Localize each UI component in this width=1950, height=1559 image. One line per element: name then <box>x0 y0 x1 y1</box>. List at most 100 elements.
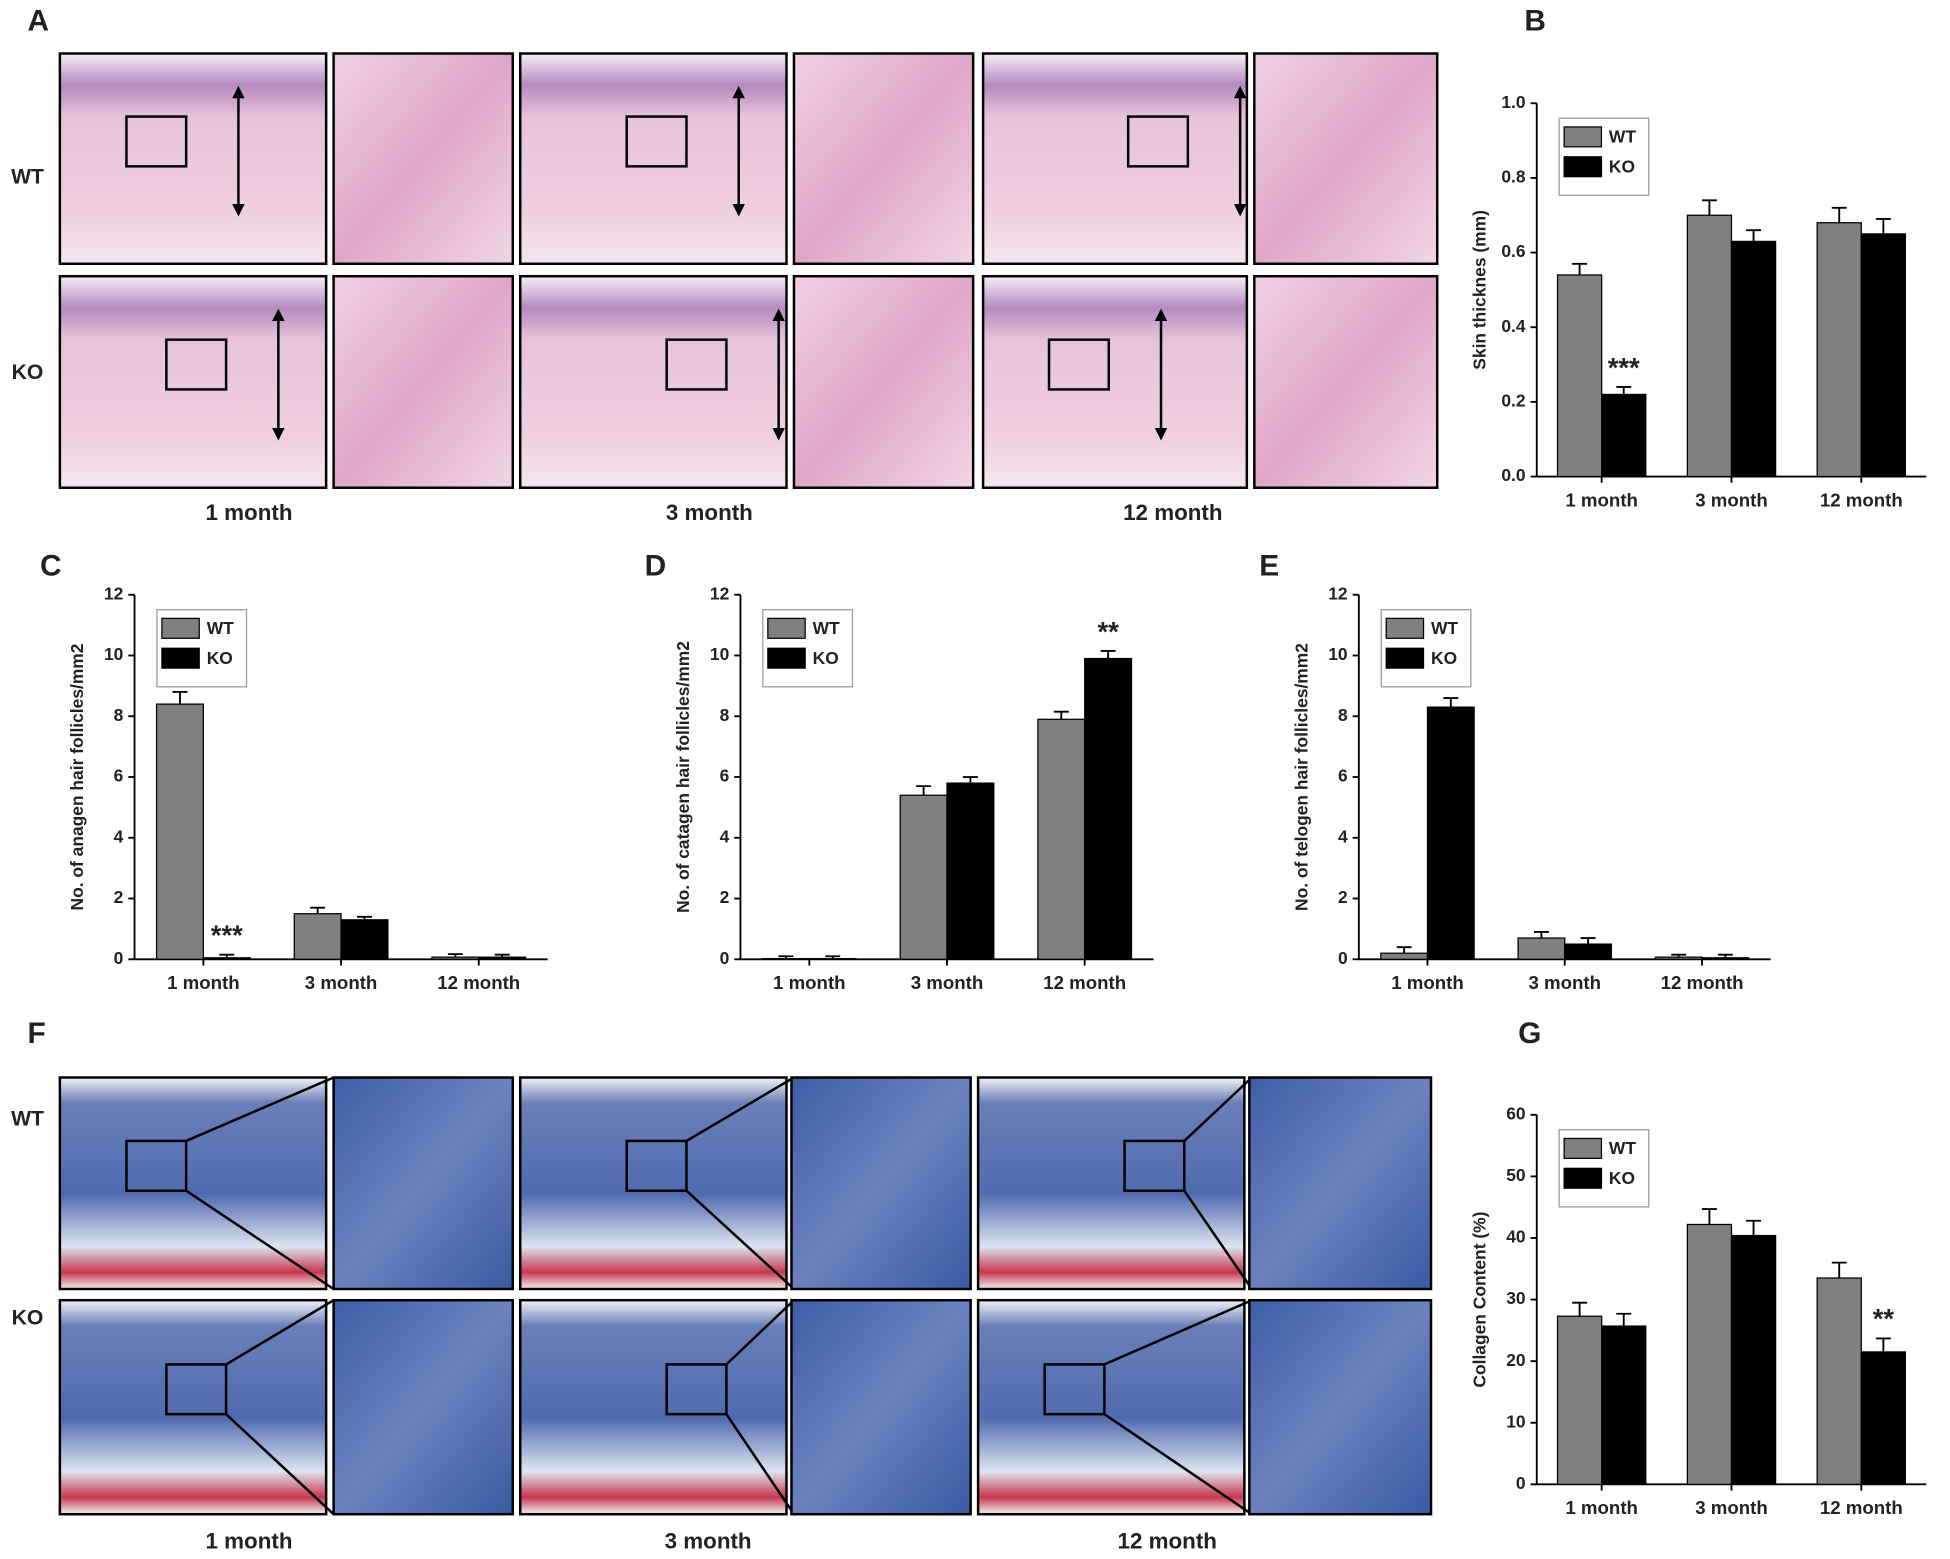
legend-swatch <box>161 647 200 669</box>
y-tick-label: 50 <box>1506 1165 1525 1185</box>
row-label: KO <box>12 1306 44 1329</box>
micrograph <box>518 1076 788 1291</box>
bar <box>431 956 480 960</box>
zoom-box <box>665 1363 728 1416</box>
bar <box>1701 957 1750 960</box>
zoom-box <box>125 115 188 168</box>
zoom-line <box>1103 1299 1253 1366</box>
legend-label: WT <box>1609 1138 1636 1158</box>
error-bar <box>1831 206 1847 223</box>
bar <box>808 958 857 960</box>
error-bar <box>1875 218 1891 234</box>
legend-swatch <box>1563 1167 1603 1189</box>
bar <box>946 782 995 960</box>
error-bar <box>172 691 188 705</box>
micrograph <box>976 1076 1246 1291</box>
error-bar <box>916 785 932 796</box>
y-tick-label: 4 <box>1338 826 1348 846</box>
legend-swatch <box>1385 647 1425 669</box>
row-label: WT <box>11 1107 44 1130</box>
error-bar <box>1831 1261 1847 1279</box>
micrograph <box>58 52 328 266</box>
error-bar <box>825 955 841 959</box>
column-label: 3 month <box>665 1529 752 1554</box>
micrograph <box>981 52 1249 266</box>
zoom-line <box>1183 1076 1253 1142</box>
error-bar <box>1701 1208 1717 1225</box>
error-bar <box>219 953 235 958</box>
zoom-micrograph <box>1248 1298 1433 1516</box>
y-axis-label: No. of catagen hair follicles/mm2 <box>673 641 693 913</box>
error-bar <box>1671 953 1687 958</box>
y-tick-label: 60 <box>1506 1103 1525 1123</box>
panel-label: B <box>1524 4 1546 37</box>
x-tick-label: 1 month <box>1565 489 1638 510</box>
legend-swatch <box>161 617 200 639</box>
y-axis-label: No. of telogen hair follicles/mm2 <box>1291 643 1311 911</box>
bar <box>1686 214 1733 478</box>
bar <box>899 794 948 960</box>
legend-label: KO <box>207 648 233 668</box>
zoom-line <box>185 1076 335 1143</box>
legend-label: KO <box>1609 1168 1635 1188</box>
zoom-line <box>725 1299 795 1366</box>
zoom-line <box>1103 1413 1253 1516</box>
column-label: 1 month <box>205 1529 292 1554</box>
y-tick-label: 10 <box>1328 644 1347 664</box>
x-tick-label: 12 month <box>1043 972 1126 993</box>
zoom-box <box>625 1139 688 1192</box>
zoom-box <box>1043 1363 1106 1416</box>
y-axis-label: Skin thicknes (mm) <box>1469 210 1489 370</box>
y-tick-label: 2 <box>720 887 730 907</box>
bar <box>1816 222 1862 478</box>
y-tick-label: 2 <box>114 887 124 907</box>
error-bar <box>1746 1219 1762 1236</box>
row-label: WT <box>11 166 44 189</box>
panel-label: C <box>40 549 62 582</box>
zoom-box <box>165 338 228 391</box>
zoom-line <box>685 1189 795 1290</box>
x-tick-label: 12 month <box>1820 489 1903 510</box>
y-tick-label: 6 <box>114 766 124 786</box>
bar <box>293 913 342 960</box>
legend-label: WT <box>207 618 234 638</box>
zoom-micrograph <box>1253 274 1439 489</box>
error-bar <box>1701 199 1717 216</box>
error-bar <box>1717 953 1733 958</box>
y-tick-label: 12 <box>1328 583 1347 603</box>
error-bar <box>1580 937 1596 945</box>
legend-swatch <box>1563 156 1603 178</box>
legend-swatch <box>1385 617 1425 639</box>
y-tick-label: 10 <box>710 644 729 664</box>
bar <box>202 957 251 960</box>
y-tick-label: 0 <box>114 948 124 968</box>
bar <box>1730 1234 1777 1485</box>
bar <box>761 958 810 960</box>
bar <box>1084 657 1133 960</box>
zoom-box <box>665 338 728 391</box>
bar <box>1556 274 1603 478</box>
micrograph <box>981 274 1249 489</box>
x-tick-label: 3 month <box>1695 489 1768 510</box>
x-tick-label: 3 month <box>1528 972 1601 993</box>
x-tick-label: 12 month <box>437 972 520 993</box>
x-tick-label: 12 month <box>1820 1497 1903 1518</box>
bar <box>340 919 389 960</box>
zoom-line <box>225 1413 335 1516</box>
zoom-micrograph <box>332 274 515 489</box>
bar <box>1601 393 1647 478</box>
y-tick-label: 12 <box>710 583 729 603</box>
panel-label: F <box>28 1017 46 1050</box>
legend-swatch <box>1563 126 1603 148</box>
legend-label: KO <box>1431 648 1457 668</box>
y-tick-label: 4 <box>114 826 124 846</box>
zoom-box <box>625 115 688 168</box>
legend-label: KO <box>813 648 839 668</box>
error-bar <box>1572 1301 1588 1317</box>
y-axis-label: Collagen Content (%) <box>1469 1212 1489 1388</box>
y-tick-label: 0 <box>1338 948 1348 968</box>
zoom-line <box>225 1299 335 1366</box>
bar <box>155 703 205 960</box>
y-tick-label: 8 <box>114 705 124 725</box>
legend-label: WT <box>1609 127 1636 147</box>
